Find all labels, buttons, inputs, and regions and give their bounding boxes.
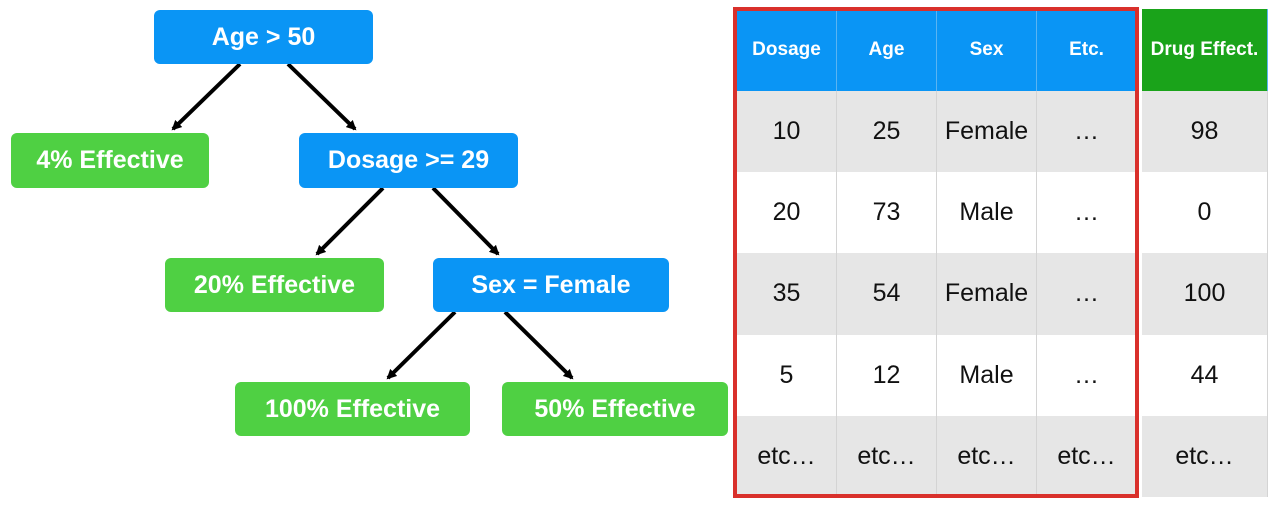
leaf-20-percent: 20% Effective (165, 258, 384, 312)
cell-dosage-row-5: etc… (737, 415, 837, 497)
training-data-table: Dosage Age Sex Etc. Drug Effect. 10 25 Female… 9… (737, 9, 1268, 497)
header-sex: Sex (937, 9, 1037, 91)
cell-etc-row-5: etc… (1037, 415, 1137, 497)
edge-age-to-dosage (286, 62, 357, 131)
leaf-50-percent: 50% Effective (502, 382, 728, 436)
cell-etc-row-2: … (1037, 172, 1137, 254)
cell-etc-row-4: … (1037, 334, 1137, 416)
node-label: Dosage >= 29 (327, 146, 490, 174)
cell-age-row-2: 73 (837, 172, 937, 254)
header-etc: Etc. (1037, 9, 1137, 91)
edge-dosage-to-leaf20 (315, 186, 385, 256)
cell-drug-effect-row-2: 0 (1142, 172, 1268, 254)
cell-age-row-4: 12 (837, 334, 937, 416)
cell-dosage-row-4: 5 (737, 334, 837, 416)
header-drug-effect: Drug Effect. (1142, 9, 1268, 91)
cell-age-row-1: 25 (837, 91, 937, 173)
leaf-4-percent: 4% Effective (11, 133, 209, 188)
cell-dosage-row-2: 20 (737, 172, 837, 254)
cell-dosage-row-1: 10 (737, 91, 837, 173)
cell-etc-row-1: … (1037, 91, 1137, 173)
cell-drug-effect-row-1: 98 (1142, 91, 1268, 173)
tree-edges (171, 62, 574, 380)
node-age-gt-50: Age > 50 (154, 10, 373, 64)
cell-sex-row-3: Female (937, 253, 1037, 335)
cell-sex-row-1: Female (937, 91, 1037, 173)
header-dosage: Dosage (737, 9, 837, 91)
leaf-label: 100% Effective (264, 394, 441, 423)
cell-drug-effect-row-4: 44 (1142, 334, 1268, 416)
node-label: Sex = Female (471, 270, 631, 299)
cell-etc-row-3: … (1037, 253, 1137, 335)
cell-sex-row-2: Male (937, 172, 1037, 254)
edge-dosage-to-sex (431, 186, 500, 256)
edge-sex-to-leaf100 (386, 310, 457, 380)
cell-sex-row-5: etc… (937, 415, 1037, 497)
leaf-label: 50% Effective (534, 394, 696, 423)
cell-drug-effect-row-5: etc… (1142, 415, 1268, 497)
node-sex-female: Sex = Female (433, 258, 669, 312)
node-dosage-gte-29: Dosage >= 29 (299, 133, 518, 188)
node-label: Age > 50 (211, 22, 316, 51)
edge-age-to-leaf4 (171, 62, 242, 131)
decision-tree: Age > 50 4% Effective Dosage >= 29 20% E… (11, 10, 728, 436)
header-age: Age (837, 9, 937, 91)
cell-sex-row-4: Male (937, 334, 1037, 416)
cell-age-row-5: etc… (837, 415, 937, 497)
cell-age-row-3: 54 (837, 253, 937, 335)
leaf-100-percent: 100% Effective (235, 382, 470, 436)
cell-drug-effect-row-3: 100 (1142, 253, 1268, 335)
edge-sex-to-leaf50 (503, 310, 574, 380)
cell-dosage-row-3: 35 (737, 253, 837, 335)
leaf-label: 20% Effective (193, 270, 356, 299)
leaf-label: 4% Effective (36, 146, 184, 174)
